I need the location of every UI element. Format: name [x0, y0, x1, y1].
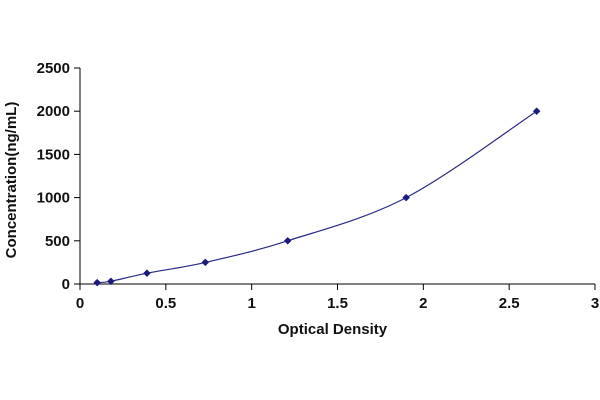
data-points	[93, 107, 541, 287]
y-tick-label: 1500	[37, 146, 70, 163]
data-point	[283, 236, 292, 245]
data-point	[93, 278, 102, 287]
x-axis: 0 0.5 1 1.5 2 2.5 3	[76, 283, 599, 312]
fit-curve	[97, 110, 537, 284]
data-point	[201, 258, 210, 267]
x-tick-label: 2	[419, 295, 427, 312]
x-tick-label: 1.5	[327, 295, 348, 312]
y-tick-label: 0	[62, 276, 70, 293]
data-point	[402, 193, 411, 202]
x-axis-label: Optical Density	[278, 321, 388, 338]
x-tick-label: 1	[247, 295, 255, 312]
x-tick-label: 3	[591, 295, 599, 312]
x-tick-label: 2.5	[499, 295, 520, 312]
data-point	[143, 269, 151, 278]
x-tick-label: 0.5	[155, 295, 176, 312]
x-tick-label: 0	[76, 295, 84, 312]
y-axis: 0 500 1000 1500 2000 2500	[37, 60, 81, 293]
data-point	[107, 277, 115, 286]
y-axis-label: Concentration(ng/mL)	[3, 102, 20, 259]
y-tick-label: 2500	[37, 60, 70, 77]
y-tick-label: 500	[45, 233, 70, 250]
y-tick-label: 2000	[37, 103, 70, 120]
y-tick-label: 1000	[37, 190, 70, 207]
data-point	[532, 107, 541, 116]
